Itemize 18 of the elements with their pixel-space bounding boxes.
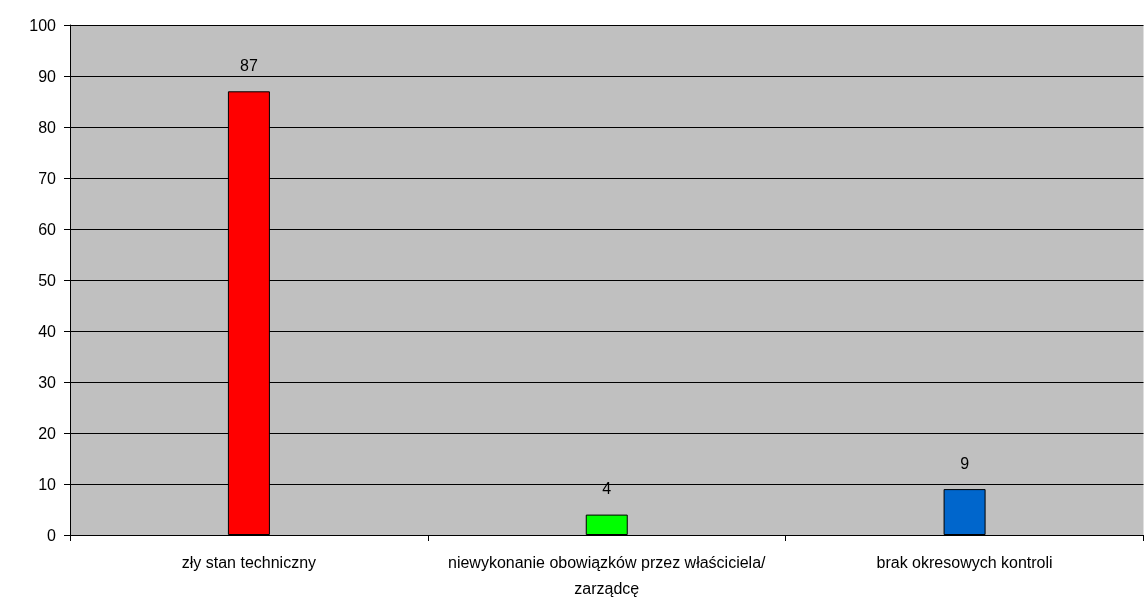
y-tick-label: 50 (38, 271, 57, 289)
y-tick-label: 10 (38, 475, 57, 493)
y-tick-label: 40 (38, 322, 57, 340)
data-label: 9 (960, 454, 970, 472)
y-tick-label: 100 (29, 16, 57, 34)
y-tick-label: 20 (38, 424, 57, 442)
x-tick-label: brak okresowych kontroli (876, 553, 1053, 571)
y-tick-label: 80 (38, 118, 57, 136)
y-tick-label: 0 (47, 526, 57, 544)
data-label: 87 (240, 56, 258, 74)
bar (585, 514, 628, 535)
x-tick-label: zły stan techniczny (181, 553, 317, 571)
x-tick-label: niewykonanie obowiązków przez właściciela/zarządcę (448, 553, 767, 597)
y-tick-label: 70 (38, 169, 57, 187)
y-tick-label: 30 (38, 373, 57, 391)
bar (943, 489, 986, 535)
y-tick-label: 60 (38, 220, 57, 238)
y-tick-label: 90 (38, 67, 57, 85)
